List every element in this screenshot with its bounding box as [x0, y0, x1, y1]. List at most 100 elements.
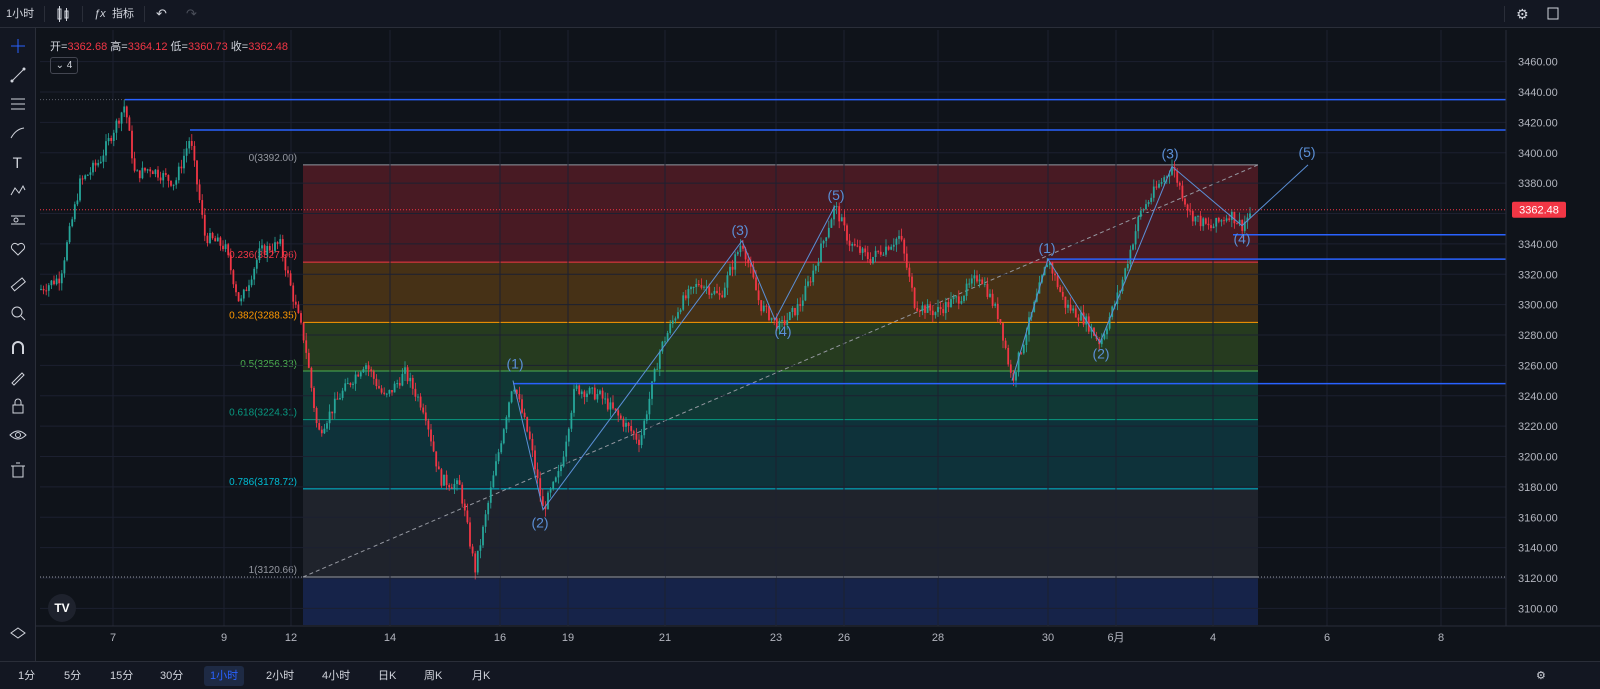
- candle-body: [627, 422, 630, 427]
- candle-body: [118, 120, 120, 124]
- candle-body: [489, 487, 492, 503]
- timeframe-0[interactable]: 1分: [18, 670, 36, 682]
- timeframe-3[interactable]: 30分: [160, 670, 184, 682]
- candle-body: [942, 309, 945, 314]
- candle-body: [1223, 220, 1225, 222]
- forecast-icon[interactable]: [8, 210, 28, 230]
- candle-body: [905, 253, 908, 268]
- magnet-icon[interactable]: [8, 338, 28, 358]
- timeframe-7[interactable]: 日K: [378, 670, 397, 682]
- candle-body: [578, 385, 581, 395]
- candle-body: [1165, 176, 1168, 178]
- indicator-count: 4: [66, 60, 73, 71]
- candle-body: [609, 402, 612, 410]
- open-value: 3362.68: [67, 41, 108, 53]
- layers-icon[interactable]: [8, 624, 28, 644]
- candle-body: [1249, 213, 1251, 218]
- candle-body: [365, 365, 367, 370]
- timeframe-5[interactable]: 2小时: [266, 670, 295, 682]
- redo-icon[interactable]: ↷: [186, 6, 197, 21]
- fib-label-0.382: 0.382(3288.35): [229, 310, 297, 321]
- candle-body: [167, 174, 170, 181]
- interval-selector[interactable]: 1小时: [6, 8, 35, 20]
- candle-body: [417, 396, 419, 398]
- settings-gear-icon[interactable]: ⚙: [1516, 6, 1529, 22]
- candle-body: [986, 283, 989, 297]
- divider: [82, 6, 83, 22]
- trash-icon[interactable]: [8, 460, 28, 480]
- y-tick-label: 3300.00: [1518, 300, 1558, 312]
- candle-body: [1236, 223, 1238, 225]
- candle-body: [224, 244, 227, 250]
- draw-lock-icon[interactable]: [8, 367, 28, 387]
- candle-body: [463, 503, 466, 511]
- price-axis: 7 9 12 14 16 19 21 23 26 28 30 6月 4 6 8 3460.00 3440.00 3…: [36, 30, 1600, 644]
- timeframe-2[interactable]: 15分: [110, 670, 134, 682]
- indicators-icon[interactable]: ƒx: [94, 8, 106, 20]
- candle-body: [172, 184, 175, 186]
- candle-body: [640, 435, 643, 446]
- candle-body: [1191, 211, 1194, 222]
- candle-body: [996, 303, 999, 320]
- candle-body: [970, 278, 973, 284]
- eye-icon[interactable]: [8, 425, 28, 445]
- fullscreen-icon[interactable]: [1546, 0, 1560, 28]
- candle-body: [1059, 287, 1062, 292]
- candle-body: [237, 292, 240, 302]
- candle-body: [151, 171, 154, 175]
- indicators-button[interactable]: 指标: [112, 8, 134, 20]
- timeframe-8[interactable]: 周K: [424, 670, 443, 682]
- trend-line-icon[interactable]: [8, 65, 28, 85]
- candle-body: [874, 250, 877, 258]
- candle-body: [294, 301, 297, 305]
- candle-body: [913, 287, 916, 308]
- top-toolbar: 1小时 ƒx 指标 ↶ ↷ ⚙: [0, 0, 1600, 28]
- price-chart[interactable]: 0(3392.00) 0.236(3327.96) 0.382(3288.35) 0.…: [36, 28, 1600, 661]
- tradingview-logo: TV: [48, 594, 76, 622]
- candle-body: [1132, 244, 1134, 250]
- undo-icon[interactable]: ↶: [156, 6, 167, 21]
- timeframe-9[interactable]: 月K: [472, 670, 491, 682]
- candle-body: [671, 320, 674, 324]
- fib-zone-0.786: [303, 488, 1258, 577]
- candle-body: [289, 273, 292, 286]
- candle-body: [222, 245, 224, 250]
- candle-body: [505, 417, 508, 430]
- pattern-icon[interactable]: [8, 181, 28, 201]
- candle-body: [843, 217, 846, 226]
- timeframe-4[interactable]: 1小时: [204, 666, 245, 686]
- candle-body: [547, 492, 549, 510]
- heart-icon[interactable]: [8, 239, 28, 259]
- ruler-icon[interactable]: [8, 274, 28, 294]
- candle-body: [684, 295, 687, 299]
- chart-settings-icon[interactable]: ⚙: [1536, 670, 1546, 682]
- candle-style-icon[interactable]: [55, 0, 71, 28]
- candle-body: [1207, 223, 1210, 226]
- candle-body: [502, 429, 505, 444]
- candle-body: [713, 290, 716, 294]
- crosshair-icon[interactable]: [8, 36, 28, 56]
- timeframe-6[interactable]: 4小时: [322, 670, 351, 682]
- wave-label: (3): [731, 222, 748, 238]
- candle-body: [645, 414, 648, 421]
- indicator-toggle[interactable]: ⌄ 4: [50, 57, 78, 74]
- candle-body: [718, 293, 721, 296]
- fib-retracement-icon[interactable]: [8, 94, 28, 114]
- candle-body: [651, 381, 653, 399]
- candle-body: [614, 408, 617, 411]
- lock-icon[interactable]: [8, 396, 28, 416]
- candle-body: [781, 320, 783, 322]
- candle-body: [1168, 174, 1171, 177]
- text-icon[interactable]: T: [8, 152, 28, 172]
- candle-body: [341, 390, 344, 399]
- candle-body: [723, 287, 726, 298]
- brush-icon[interactable]: [8, 123, 28, 143]
- candle-body: [726, 275, 729, 288]
- candle-body: [99, 161, 102, 163]
- candle-body: [1124, 268, 1127, 280]
- timeframe-1[interactable]: 5分: [64, 670, 82, 682]
- x-tick-label: 14: [384, 632, 396, 644]
- candle-body: [1134, 231, 1137, 245]
- candle-body: [261, 245, 263, 249]
- zoom-icon[interactable]: [8, 303, 28, 323]
